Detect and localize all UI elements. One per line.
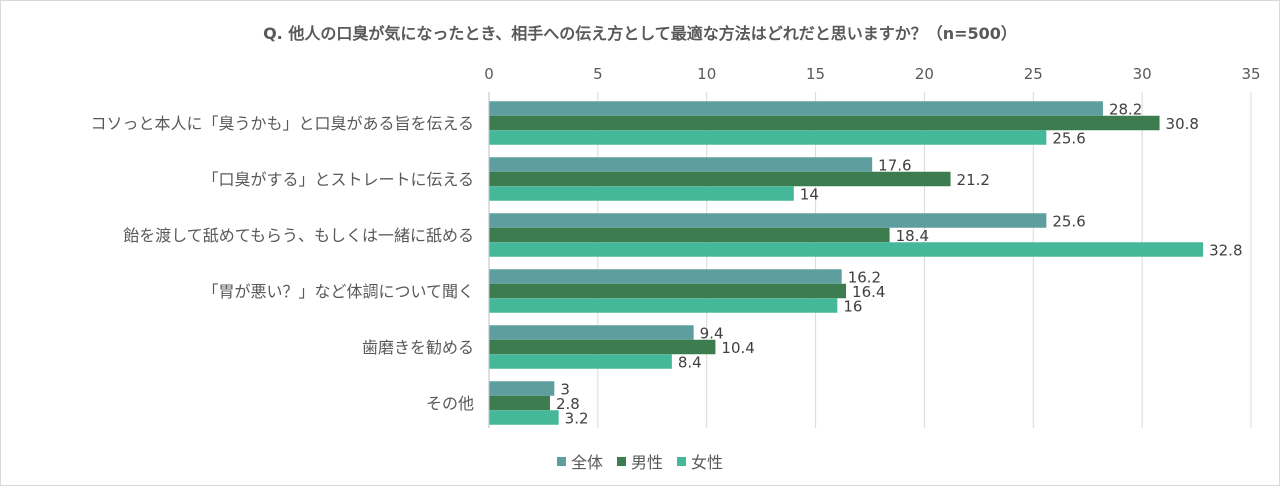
data-label: 16.2 (848, 269, 881, 287)
bar (489, 157, 873, 172)
category-label: 歯磨きを勧める (362, 338, 474, 357)
bar (489, 101, 1103, 116)
data-label: 17.6 (878, 157, 911, 175)
x-tick-label: 15 (806, 65, 825, 83)
data-label: 28.2 (1109, 101, 1142, 119)
legend-label: 男性 (630, 453, 663, 472)
data-label: 2.8 (556, 395, 580, 413)
category-label: 「口臭がする」とストレートに伝える (202, 170, 474, 189)
x-tick-label: 5 (593, 65, 603, 83)
legend-swatch (677, 456, 686, 466)
data-label: 18.4 (896, 227, 929, 245)
bar (489, 242, 1204, 257)
category-label: コソっと本人に「臭うかも」と口臭がある旨を伝える (90, 114, 474, 133)
data-label: 25.6 (1052, 213, 1085, 231)
data-label: 21.2 (957, 171, 990, 189)
legend-item: 全体 (556, 449, 603, 473)
bar (489, 283, 847, 299)
bar (489, 381, 555, 396)
category-label: その他 (426, 394, 474, 413)
x-tick-label: 35 (1241, 65, 1260, 83)
bar (489, 171, 951, 187)
data-label: 8.4 (678, 354, 702, 372)
legend-swatch (616, 456, 626, 466)
bar (489, 298, 838, 313)
legend: 全体 男性 女性 (0, 449, 1280, 473)
data-label: 25.6 (1052, 130, 1085, 148)
x-tick-label: 20 (915, 65, 934, 83)
data-label: 3 (560, 381, 570, 399)
bar (489, 339, 716, 355)
data-label: 16.4 (852, 283, 885, 301)
legend-item: 男性 (616, 449, 663, 473)
category-label: 「胃が悪い？」など体調について聞く (202, 282, 474, 301)
bar (489, 115, 1160, 131)
data-label: 14 (800, 186, 819, 204)
data-label: 16 (843, 298, 862, 316)
data-label: 9.4 (700, 325, 724, 343)
category-label: 飴を渡して舐めてもらう、もしくは一緒に舐める (123, 226, 474, 245)
bar (489, 395, 550, 411)
bar (489, 227, 890, 243)
legend-label: 女性 (691, 453, 724, 472)
legend-item: 女性 (677, 449, 723, 473)
x-tick-label: 10 (697, 65, 716, 83)
data-label: 32.8 (1209, 242, 1242, 260)
bar (489, 269, 842, 284)
chart-title: Q. 他人の口臭が気になったとき、相手への伝え方として最適な方法はどれだと思いま… (263, 24, 1017, 43)
x-tick-label: 30 (1133, 65, 1152, 83)
x-tick-label: 0 (484, 65, 494, 83)
x-tick-label: 25 (1024, 65, 1043, 83)
data-label: 3.2 (565, 410, 589, 428)
legend-swatch (556, 456, 566, 466)
bar (489, 410, 559, 425)
bar (489, 325, 694, 340)
bar (489, 213, 1047, 228)
bar (489, 354, 672, 369)
legend-label: 全体 (570, 453, 603, 472)
bar (489, 130, 1047, 145)
data-label: 30.8 (1166, 115, 1199, 133)
bar (489, 186, 794, 201)
data-label: 10.4 (721, 339, 754, 357)
